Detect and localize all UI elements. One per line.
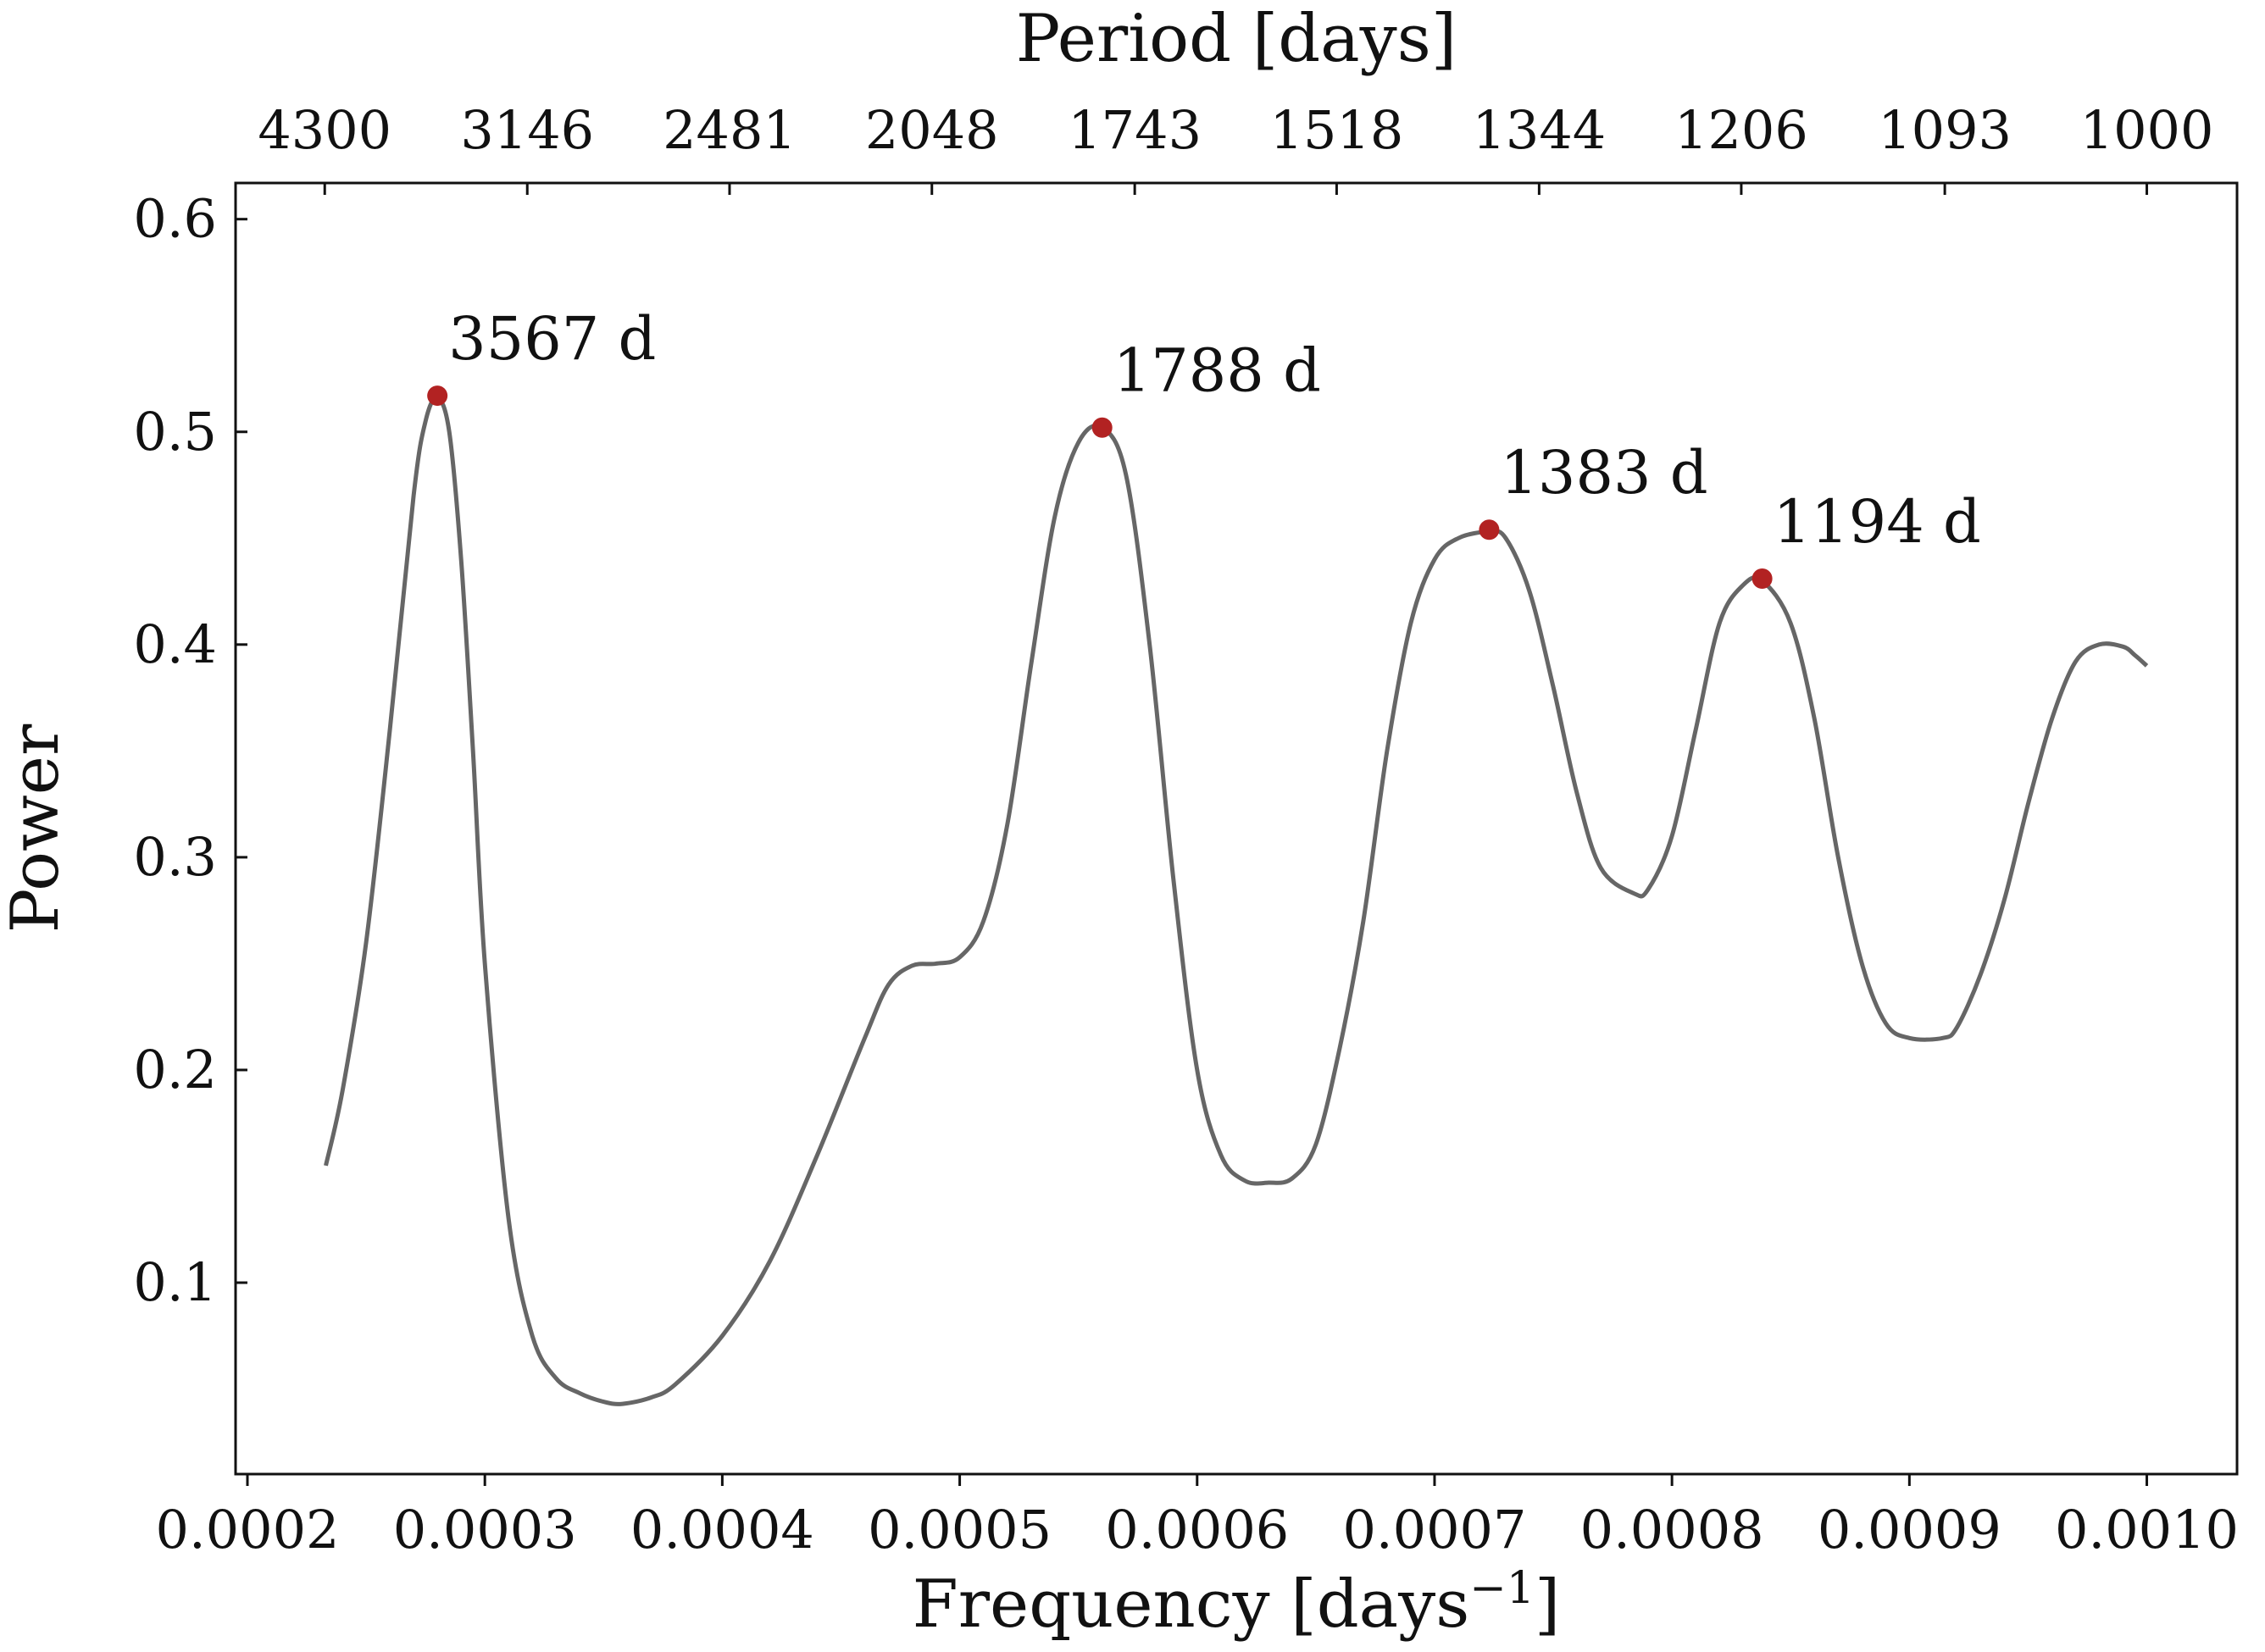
- power-curve: [324, 395, 2149, 1406]
- tick-layer: 0.0002 0.0003 0.0004 0.0005 0.0006 0.0007 0.00…: [133, 99, 2239, 1561]
- y-tick-label: 0.5: [133, 401, 217, 463]
- y-tick-label: 0.1: [133, 1251, 217, 1313]
- top-tick-label: 1344: [1472, 99, 1606, 161]
- y-tick-label: 0.4: [133, 613, 217, 675]
- x-tick-label: 0.0007: [1342, 1499, 1526, 1561]
- x-tick-label: 0.0002: [156, 1499, 340, 1561]
- y-tick-label: 0.3: [133, 826, 217, 888]
- y-tick-label: 0.6: [133, 188, 217, 250]
- peak-label: 1383 d: [1500, 438, 1707, 507]
- peak-marker: [1751, 568, 1773, 589]
- top-tick-label: 2481: [663, 99, 797, 161]
- x-tick-label: 0.0003: [393, 1499, 577, 1561]
- x-axis-label: Frequency [days−1]: [913, 1563, 1561, 1643]
- top-tick-label: 1743: [1068, 99, 1202, 161]
- y-tick-label: 0.2: [133, 1039, 217, 1100]
- x-tick-label: 0.0004: [630, 1499, 814, 1561]
- peak-label: 3567 d: [448, 304, 656, 374]
- top-tick-label: 1000: [2080, 99, 2214, 161]
- top-tick-label: 2048: [865, 99, 999, 161]
- x-tick-label: 0.0008: [1580, 1499, 1764, 1561]
- peak-layer: 3567 d 1788 d 1383 d 1194 d: [427, 304, 1981, 589]
- top-tick-label: 1093: [1878, 99, 2012, 161]
- x-tick-label: 0.0010: [2055, 1499, 2239, 1561]
- y-axis-label: Power: [0, 723, 74, 933]
- top-axis-label: Period [days]: [1016, 1, 1457, 77]
- x-axis-label-exponent: −1: [1469, 1563, 1535, 1614]
- peak-label: 1788 d: [1113, 336, 1321, 406]
- plot-frame: [234, 181, 2239, 1476]
- top-tick-label: 3146: [460, 99, 594, 161]
- x-tick-label: 0.0009: [1818, 1499, 2001, 1561]
- top-tick-label: 1518: [1270, 99, 1404, 161]
- x-axis-label-suffix: ]: [1535, 1566, 1560, 1643]
- top-tick-label: 1206: [1674, 99, 1808, 161]
- top-tick-label: 4300: [258, 99, 391, 161]
- x-axis-label-prefix: Frequency [days: [913, 1566, 1470, 1643]
- curve-layer: [324, 395, 2149, 1406]
- x-tick-label: 0.0005: [868, 1499, 1052, 1561]
- peak-label: 1194 d: [1774, 487, 1981, 557]
- x-tick-label: 0.0006: [1105, 1499, 1289, 1561]
- peak-marker: [1091, 417, 1113, 438]
- peak-marker: [427, 385, 448, 407]
- peak-marker: [1479, 519, 1500, 541]
